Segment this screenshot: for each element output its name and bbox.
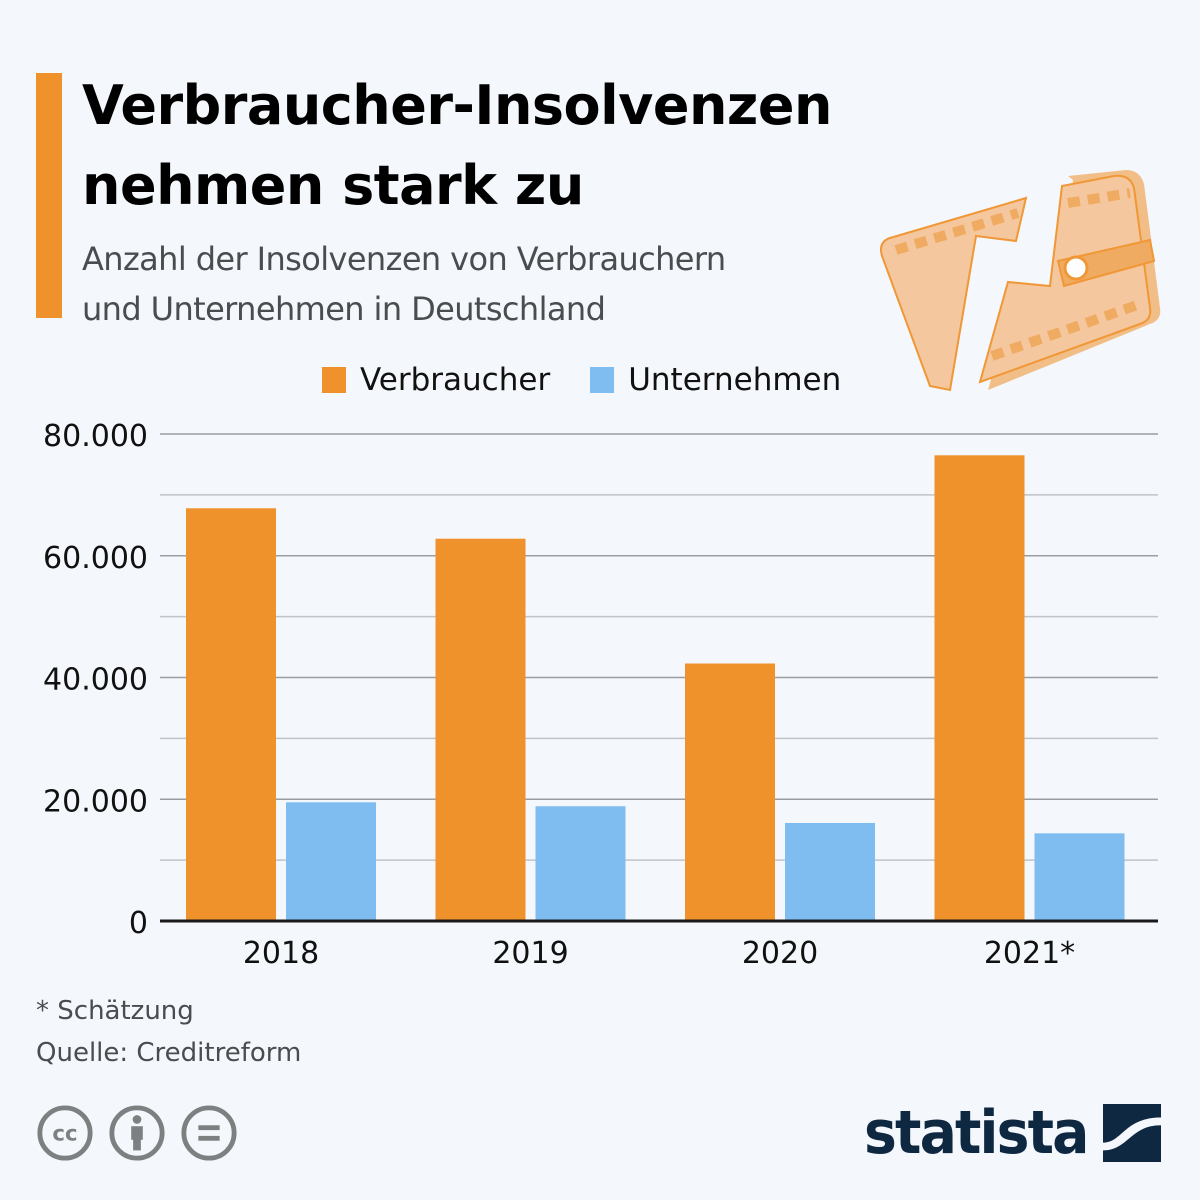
- legend-swatch-unternehmen: [590, 367, 615, 393]
- bar-unternehmen-2018: [286, 802, 376, 921]
- subtitle-line-2: und Unternehmen in Deutschland: [82, 290, 606, 328]
- statista-mark-icon: [1103, 1104, 1162, 1162]
- y-tick-label: 80.000: [43, 419, 148, 454]
- bar-verbraucher-2018: [186, 508, 276, 921]
- bar-verbraucher-2020: [685, 663, 775, 921]
- chart-legend: Verbraucher Unternehmen: [322, 362, 881, 398]
- source-note: Quelle: Creditreform: [36, 1038, 302, 1068]
- brand-name: statista: [864, 1098, 1089, 1168]
- attribution-icon[interactable]: [108, 1104, 166, 1162]
- license-icons: cc: [36, 1104, 252, 1162]
- legend-item-verbraucher: Verbraucher: [322, 362, 550, 398]
- legend-label-verbraucher: Verbraucher: [360, 362, 551, 398]
- broken-wallet-icon: [880, 170, 1161, 392]
- x-tick-label: 2019: [492, 936, 568, 971]
- bar-verbraucher-2021: [934, 455, 1025, 921]
- y-tick-label: 60.000: [43, 541, 148, 576]
- x-tick-label: 2021*: [984, 936, 1075, 971]
- x-tick-label: 2020: [742, 936, 818, 971]
- bar-chart: 0 20.000 40.000 60.000 80.000 2018 2019 2020 202…: [43, 419, 1158, 971]
- x-tick-label: 2018: [243, 936, 319, 971]
- y-tick-label: 40.000: [43, 663, 148, 698]
- title-accent-bar: [36, 73, 62, 318]
- title-line-1: Verbraucher-Insolvenzen: [82, 74, 832, 137]
- svg-text:cc: cc: [52, 1122, 77, 1147]
- chart-subtitle: Anzahl der Insolvenzen von Verbrauchern …: [82, 234, 726, 334]
- bar-unternehmen-2019: [535, 806, 626, 921]
- legend-item-unternehmen: Unternehmen: [590, 362, 841, 398]
- estimate-note: * Schätzung: [36, 996, 194, 1026]
- legend-label-unternehmen: Unternehmen: [628, 362, 842, 398]
- statista-logo[interactable]: statista: [864, 1098, 1162, 1168]
- bar-unternehmen-2021: [1034, 833, 1125, 921]
- no-derivatives-icon[interactable]: [180, 1104, 238, 1162]
- y-tick-label: 0: [129, 906, 148, 941]
- legend-swatch-verbraucher: [322, 367, 346, 393]
- bar-unternehmen-2020: [785, 822, 875, 921]
- y-tick-label: 20.000: [43, 784, 148, 819]
- chart-title: Verbraucher-Insolvenzen nehmen stark zu: [82, 66, 832, 226]
- title-line-2: nehmen stark zu: [82, 154, 584, 217]
- subtitle-line-1: Anzahl der Insolvenzen von Verbrauchern: [82, 240, 726, 278]
- cc-icon[interactable]: cc: [36, 1104, 94, 1162]
- bar-verbraucher-2019: [435, 538, 526, 921]
- footnotes: * Schätzung Quelle: Creditreform: [36, 990, 301, 1074]
